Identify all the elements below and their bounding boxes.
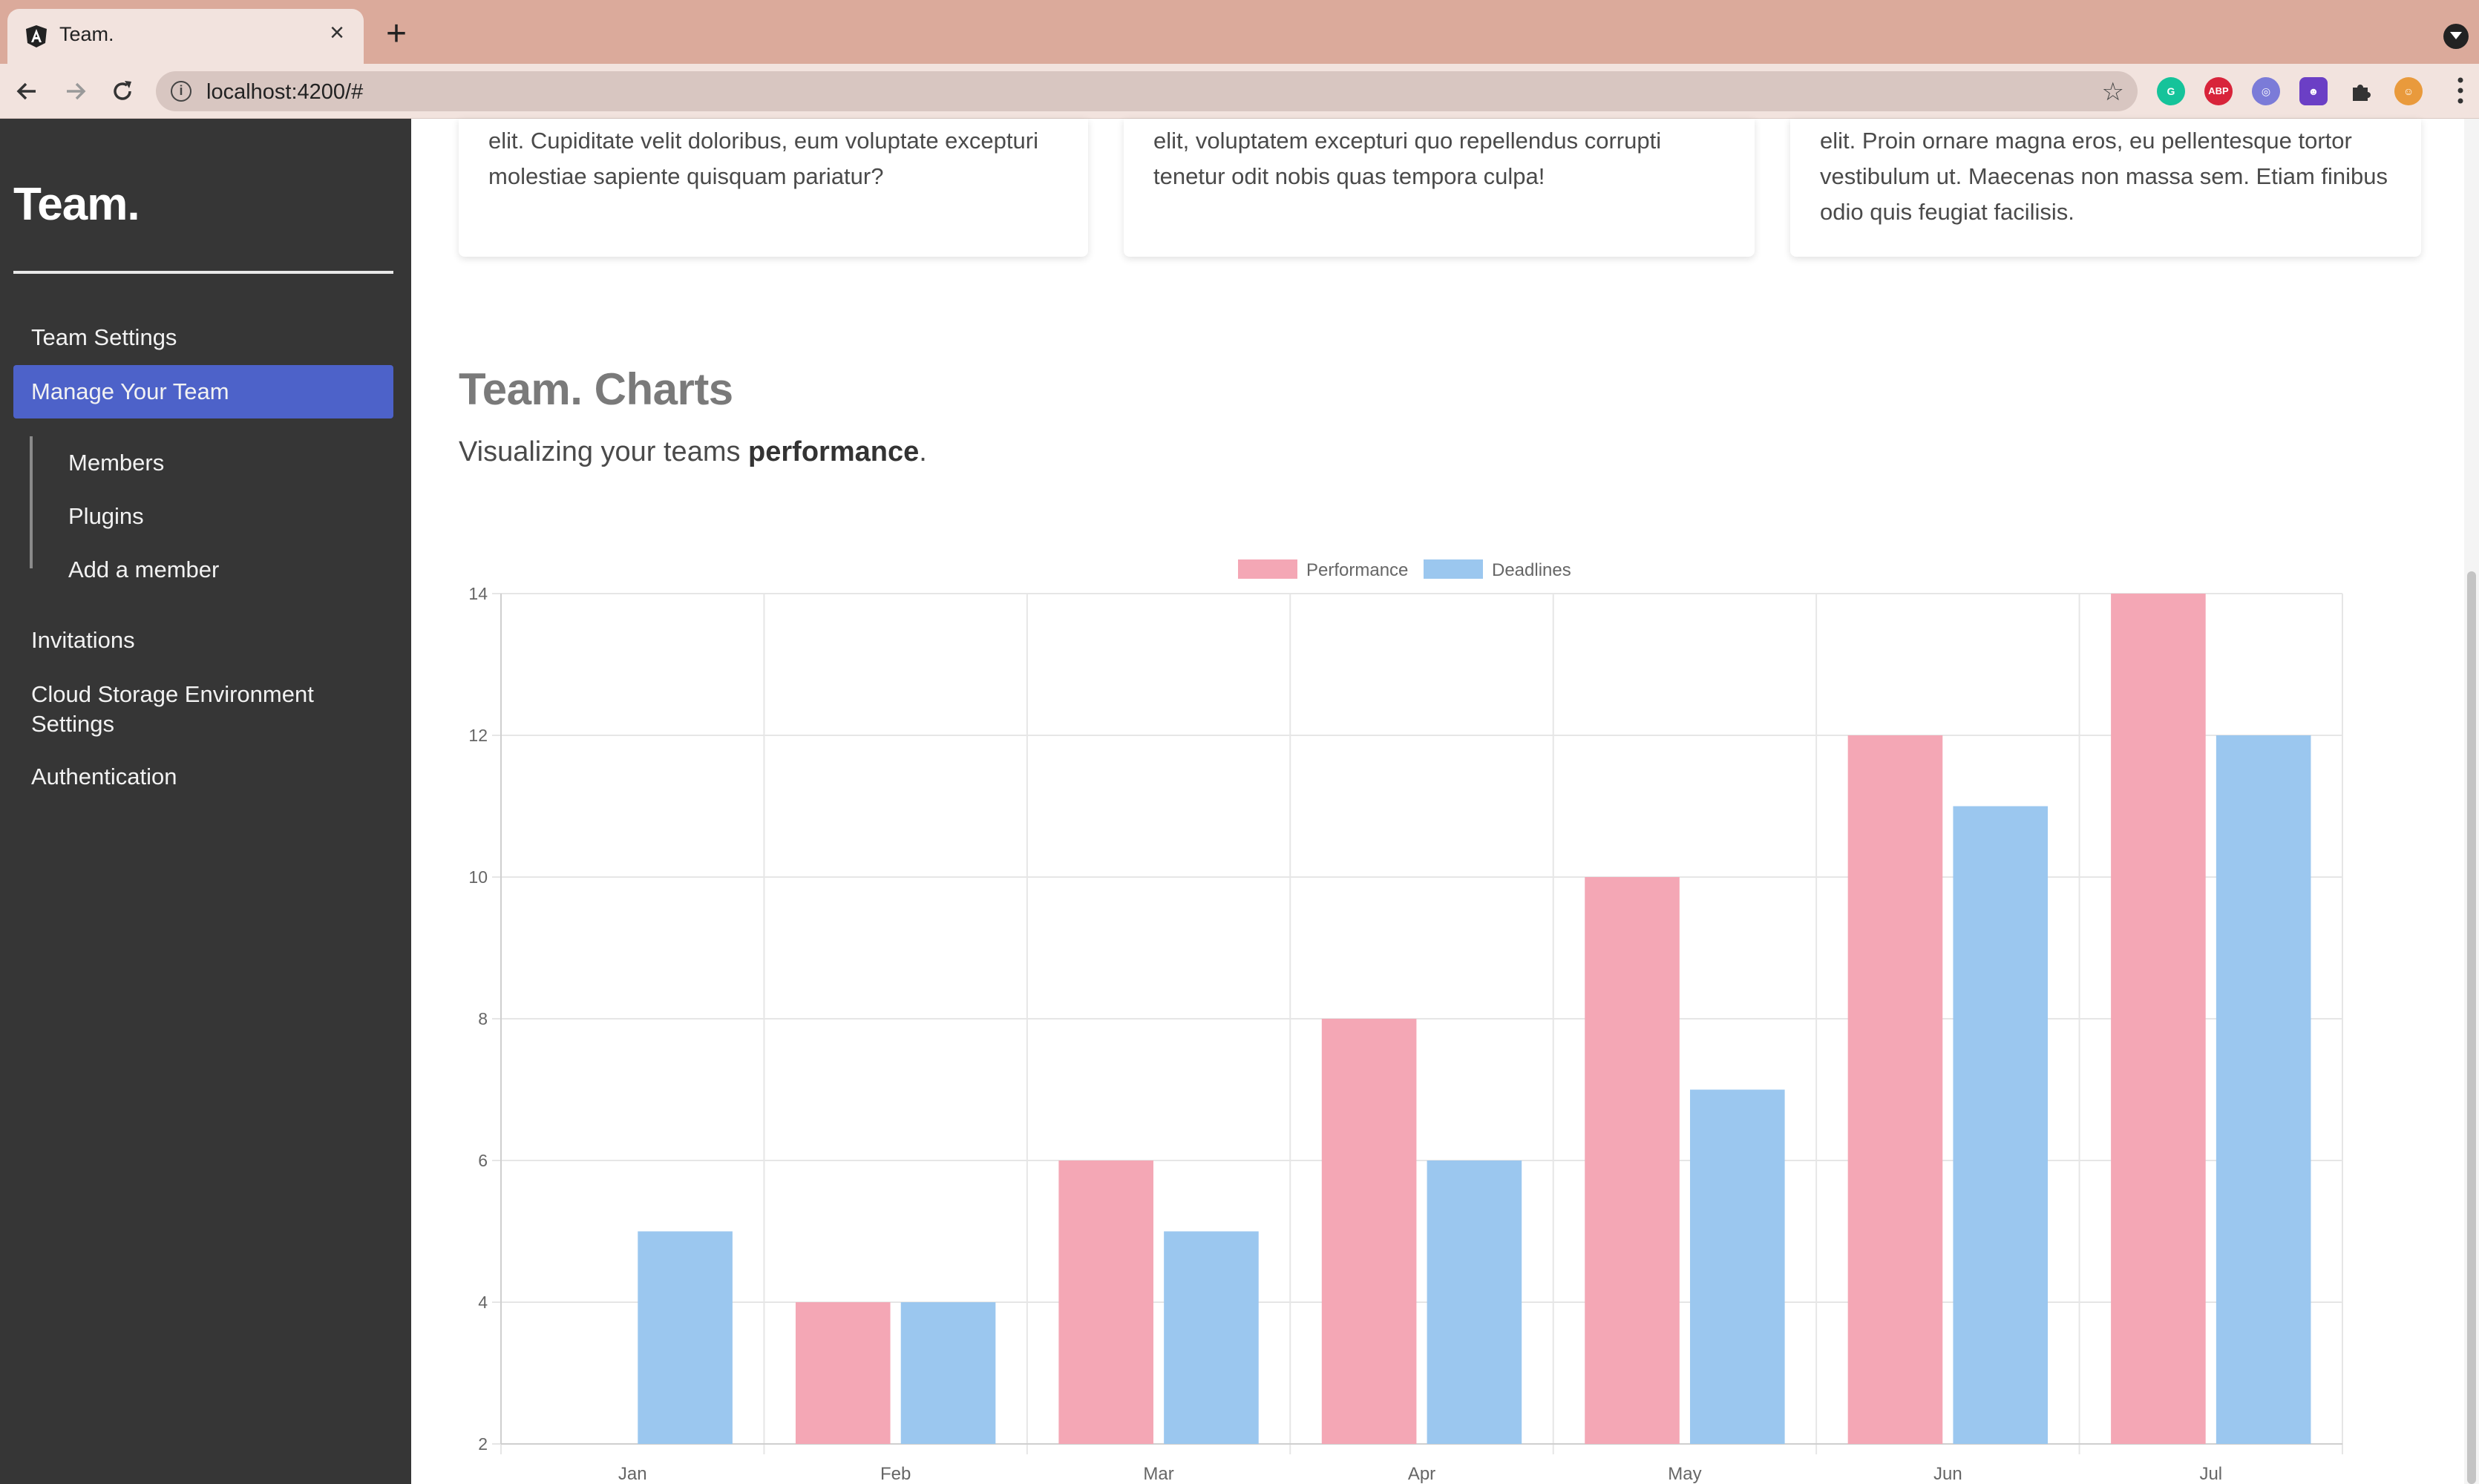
- bookmark-star-icon[interactable]: ☆: [2101, 78, 2124, 106]
- performance-bar-chart: 2 4 6 8 10 12 14 Jan Feb Mar Apr May Jun Jul Performan…: [468, 559, 2343, 1484]
- sidebar-item-invitations[interactable]: Invitations: [31, 627, 135, 653]
- info-card: elit. Proin ornare magna eros, eu pellen…: [1790, 119, 2421, 257]
- subnav-guide-line: [30, 436, 33, 568]
- browser-toolbar: i localhost:4200/# ☆ G ABP ◎ ☻ ☺: [0, 64, 2479, 119]
- info-card: elit. Cupiditate velit doloribus, eum vo…: [459, 119, 1088, 257]
- profile-avatar[interactable]: ☺: [2394, 77, 2423, 105]
- sidebar-brand: Team.: [13, 179, 140, 230]
- subtitle-text: Visualizing your teams: [459, 436, 749, 467]
- legend-swatch-performance: [1238, 559, 1297, 579]
- glasses-extension-icon[interactable]: ◎: [2252, 77, 2280, 105]
- angular-icon: [26, 25, 47, 47]
- y-tick-label: 12: [468, 726, 488, 745]
- bar-deadlines-feb: [900, 1302, 996, 1444]
- page-scrollbar[interactable]: [2464, 119, 2479, 1484]
- section-title: Team. Charts: [459, 364, 733, 414]
- sidebar-item-authentication[interactable]: Authentication: [31, 764, 177, 789]
- scrollbar-thumb[interactable]: [2467, 571, 2476, 1484]
- legend-swatch-deadlines: [1424, 559, 1483, 579]
- tab-search-icon[interactable]: [2443, 24, 2469, 49]
- bar-deadlines-jul: [2216, 735, 2311, 1444]
- x-tick-label: Jan: [618, 1464, 647, 1484]
- new-tab-icon[interactable]: +: [385, 14, 407, 53]
- card-text: elit. Cupiditate velit doloribus, eum vo…: [488, 128, 1038, 189]
- x-tick-label: Feb: [880, 1464, 911, 1484]
- grammarly-extension-icon[interactable]: G: [2157, 77, 2185, 105]
- bar-performance-feb: [795, 1302, 891, 1444]
- bar-deadlines-apr: [1427, 1160, 1522, 1444]
- sidebar-subitem-members[interactable]: Members: [68, 450, 165, 476]
- adblock-extension-icon[interactable]: ABP: [2204, 77, 2233, 105]
- reload-icon[interactable]: [105, 74, 140, 108]
- bar-deadlines-jun: [1953, 806, 2049, 1444]
- subtitle-period: .: [919, 436, 927, 467]
- browser-tab[interactable]: Team. ×: [7, 9, 364, 64]
- section-subtitle: Visualizing your teams performance.: [459, 436, 927, 468]
- card-text: elit. Proin ornare magna eros, eu pellen…: [1820, 128, 2388, 225]
- info-card: elit, voluptatem excepturi quo repellend…: [1124, 119, 1755, 257]
- x-tick-label: May: [1668, 1464, 1701, 1484]
- sidebar-subitem-add-member[interactable]: Add a member: [68, 556, 220, 582]
- x-tick-label: Jul: [2199, 1464, 2222, 1484]
- y-tick-label: 14: [468, 584, 488, 603]
- address-url: localhost:4200/#: [206, 80, 364, 104]
- sidebar-item-manage-your-team[interactable]: Manage Your Team: [13, 365, 393, 418]
- y-tick-label: 10: [468, 867, 488, 887]
- y-tick-label: 2: [478, 1434, 488, 1454]
- close-tab-icon[interactable]: ×: [330, 19, 344, 47]
- bar-deadlines-mar: [1164, 1231, 1259, 1444]
- browser-tabstrip: Team. × +: [0, 0, 2479, 64]
- bar-performance-apr: [1321, 1019, 1417, 1444]
- sidebar-divider: [13, 271, 393, 274]
- y-tick-label: 4: [478, 1293, 488, 1312]
- y-tick-label: 8: [478, 1009, 488, 1028]
- browser-menu-icon[interactable]: [2457, 76, 2464, 105]
- bar-performance-jul: [2111, 594, 2206, 1444]
- bar-performance-mar: [1058, 1160, 1153, 1444]
- x-tick-label: Jun: [1933, 1464, 1962, 1484]
- sidebar-item-team-settings[interactable]: Team Settings: [31, 324, 177, 350]
- extensions-puzzle-icon[interactable]: [2347, 77, 2375, 105]
- site-info-icon[interactable]: i: [171, 81, 191, 102]
- x-tick-label: Mar: [1143, 1464, 1173, 1484]
- tab-title: Team.: [59, 23, 114, 45]
- sidebar: Team. Team Settings Manage Your Team Mem…: [0, 119, 411, 1484]
- address-bar[interactable]: i localhost:4200/# ☆: [156, 71, 2138, 111]
- sidebar-item-cloud-storage[interactable]: Cloud Storage Environment Settings: [31, 681, 314, 737]
- bar-performance-may: [1585, 877, 1680, 1444]
- card-text: elit, voluptatem excepturi quo repellend…: [1153, 128, 1662, 189]
- bar-deadlines-may: [1690, 1089, 1785, 1444]
- robot-extension-icon[interactable]: ☻: [2299, 77, 2328, 105]
- subtitle-emphasis: performance: [748, 436, 920, 467]
- x-tick-label: Apr: [1408, 1464, 1435, 1484]
- y-tick-label: 6: [478, 1151, 488, 1170]
- bar-performance-jun: [1847, 735, 1943, 1444]
- sidebar-subitem-plugins[interactable]: Plugins: [68, 503, 144, 529]
- legend-label-deadlines: Deadlines: [1492, 560, 1571, 580]
- bar-deadlines-jan: [638, 1231, 733, 1444]
- forward-arrow-icon[interactable]: [58, 74, 92, 108]
- legend-label-performance: Performance: [1306, 560, 1408, 580]
- back-arrow-icon[interactable]: [10, 74, 45, 108]
